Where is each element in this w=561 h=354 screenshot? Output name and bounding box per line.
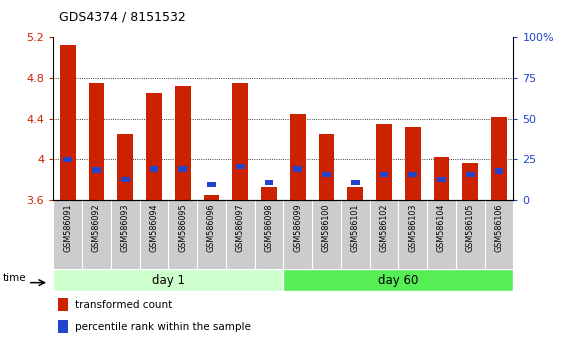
Text: day 1: day 1 bbox=[152, 274, 185, 286]
Bar bbox=[89, 83, 104, 200]
Bar bbox=[261, 187, 277, 200]
Bar bbox=[204, 195, 219, 200]
Text: GSM586101: GSM586101 bbox=[351, 204, 360, 252]
Bar bbox=[462, 164, 478, 200]
Text: day 60: day 60 bbox=[378, 274, 419, 286]
Text: GSM586097: GSM586097 bbox=[236, 204, 245, 252]
Text: GSM586105: GSM586105 bbox=[466, 204, 475, 252]
Bar bbox=[290, 114, 306, 200]
Text: GSM586104: GSM586104 bbox=[437, 204, 446, 252]
Bar bbox=[322, 172, 331, 177]
Bar bbox=[265, 180, 273, 185]
Bar bbox=[121, 177, 130, 182]
Bar bbox=[491, 116, 507, 200]
Text: GSM586102: GSM586102 bbox=[379, 204, 388, 252]
Text: time: time bbox=[3, 273, 26, 283]
Text: transformed count: transformed count bbox=[75, 300, 173, 310]
Bar bbox=[178, 166, 187, 172]
Bar bbox=[408, 172, 417, 177]
Bar bbox=[376, 124, 392, 200]
Text: GSM586096: GSM586096 bbox=[207, 204, 216, 252]
Bar bbox=[207, 182, 216, 187]
Bar bbox=[283, 269, 513, 291]
Text: GSM586091: GSM586091 bbox=[63, 204, 72, 252]
Text: GSM586094: GSM586094 bbox=[149, 204, 158, 252]
Bar bbox=[117, 134, 133, 200]
Bar bbox=[60, 45, 76, 200]
Bar bbox=[437, 177, 446, 182]
Bar bbox=[405, 127, 421, 200]
Text: GSM586098: GSM586098 bbox=[264, 204, 273, 252]
Text: GSM586095: GSM586095 bbox=[178, 204, 187, 252]
Bar bbox=[58, 298, 68, 311]
Text: GSM586100: GSM586100 bbox=[322, 204, 331, 252]
Bar bbox=[175, 86, 191, 200]
Bar bbox=[319, 134, 334, 200]
Text: GDS4374 / 8151532: GDS4374 / 8151532 bbox=[59, 10, 186, 23]
Bar bbox=[495, 169, 503, 173]
Bar bbox=[58, 320, 68, 333]
Bar bbox=[466, 172, 475, 177]
Bar bbox=[293, 166, 302, 172]
Bar bbox=[63, 157, 72, 162]
Bar bbox=[92, 167, 101, 172]
Text: percentile rank within the sample: percentile rank within the sample bbox=[75, 322, 251, 332]
Bar bbox=[347, 187, 363, 200]
Text: GSM586106: GSM586106 bbox=[494, 204, 503, 252]
Bar bbox=[150, 166, 158, 172]
Bar bbox=[53, 269, 283, 291]
Text: GSM586103: GSM586103 bbox=[408, 204, 417, 252]
Bar bbox=[232, 83, 248, 200]
Text: GSM586099: GSM586099 bbox=[293, 204, 302, 252]
Bar bbox=[351, 180, 360, 185]
Bar bbox=[146, 93, 162, 200]
Text: GSM586092: GSM586092 bbox=[92, 204, 101, 252]
Bar bbox=[434, 157, 449, 200]
Bar bbox=[236, 164, 245, 170]
Bar bbox=[380, 172, 388, 177]
Text: GSM586093: GSM586093 bbox=[121, 204, 130, 252]
